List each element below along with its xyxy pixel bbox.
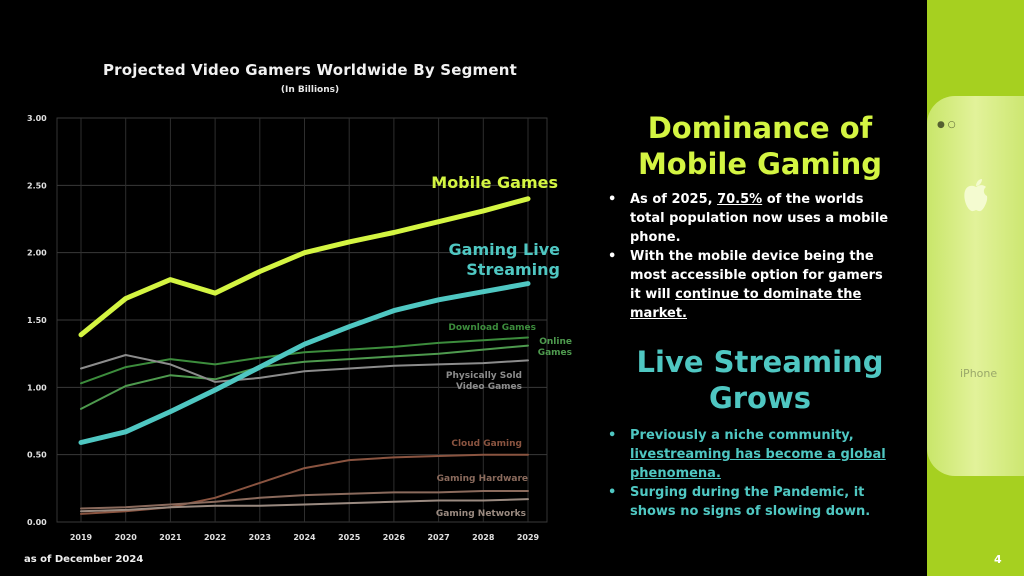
series-line [78,196,531,338]
heading-line: Live Streaming [636,345,884,379]
live-streaming-heading: Live Streaming Grows [600,344,920,416]
x-tick-label: 2023 [249,533,271,542]
series-label: Gaming Networks [436,509,526,519]
x-tick-label: 2021 [159,533,182,542]
series-label: Gaming Hardware [437,474,528,484]
chart-title: Projected Video Gamers Worldwide By Segm… [102,61,518,79]
y-tick-label: 0.50 [27,451,47,460]
series-line [80,344,529,410]
series-label: Download Games [448,323,536,333]
x-tick-label: 2028 [472,533,495,542]
page-number: 4 [994,553,1002,566]
bullet-item: Previously a niche community, livestream… [600,426,890,483]
series-label: Cloud Gaming [451,439,522,449]
x-tick-label: 2027 [427,533,449,542]
heading-line: Grows [708,381,812,415]
live-streaming-bullets: Previously a niche community, livestream… [600,426,890,521]
y-tick-label: 3.00 [27,114,47,123]
y-tick-label: 1.50 [27,316,47,325]
bullet-item: As of 2025, 70.5% of the worlds total po… [600,190,890,247]
y-tick-label: 2.50 [27,181,47,190]
mobile-gaming-heading: Dominance of Mobile Gaming [600,110,920,182]
series-line [80,490,529,510]
series-line [80,354,529,383]
phone-model-label: iPhone [960,367,998,380]
x-tick-label: 2026 [383,533,406,542]
line-chart: 0.00 0.50 1.00 1.50 2.00 2.50 3.00 2019 2020 2021… [27,114,572,542]
x-tick-label: 2025 [338,533,361,542]
mobile-gaming-bullets: As of 2025, 70.5% of the worlds total po… [600,190,890,323]
series-line [80,498,529,513]
chart-subtitle: (In Billions) [280,85,340,95]
series-label: Video Games [456,382,522,392]
y-tick-label: 1.00 [27,383,47,392]
heading-line: Dominance of [647,111,873,145]
x-tick-label: 2020 [115,533,138,542]
bullet-item: Surging during the Pandemic, it shows no… [600,483,890,521]
phone-image-panel: iPhone [927,0,1024,576]
bullet-item: With the mobile device being the most ac… [600,247,890,323]
apple-logo-icon [964,179,988,212]
series-label: Streaming [466,260,560,279]
series-label: Online [539,337,572,347]
chart-area: Projected Video Gamers Worldwide By Segm… [27,61,572,542]
y-tick-label: 0.00 [27,518,47,527]
series-label: Gaming Live [449,240,561,259]
x-tick-label: 2022 [204,533,226,542]
phone-back [927,96,1024,476]
x-tick-label: 2029 [517,533,540,542]
right-text-panel: Dominance of Mobile Gaming As of 2025, 7… [600,100,920,540]
y-tick-label: 2.00 [27,249,47,258]
x-tick-label: 2024 [293,533,316,542]
series-label: Physically Sold [446,371,522,381]
series-label: Games [538,348,572,358]
series-label: Mobile Games [431,173,558,192]
series-line [78,281,531,445]
camera-icon: ● ○ [937,120,956,130]
x-tick-label: 2019 [70,533,93,542]
heading-line: Mobile Gaming [637,147,883,181]
date-footnote: as of December 2024 [24,554,144,565]
